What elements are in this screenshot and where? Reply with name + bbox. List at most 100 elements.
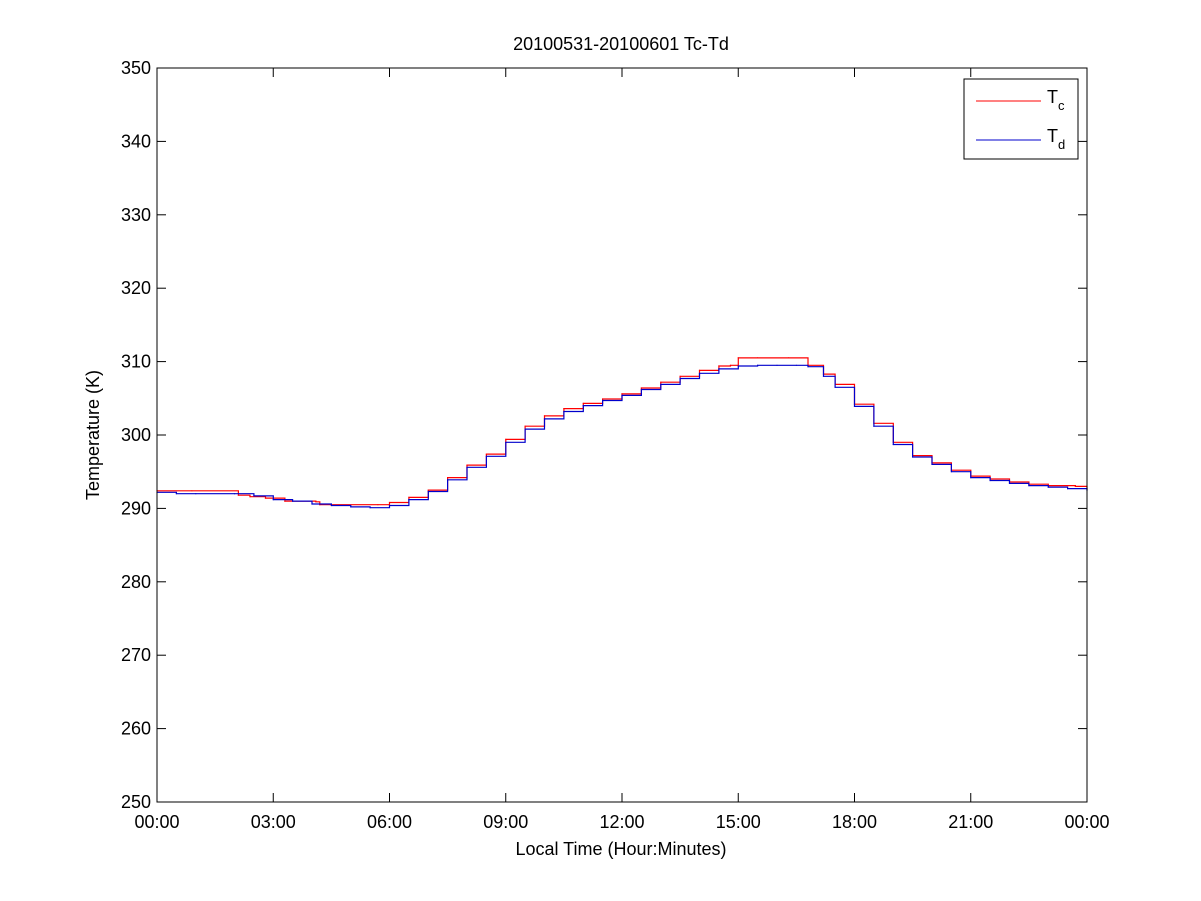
data-point-td (175, 493, 177, 495)
legend-label-tc: Tc (1047, 87, 1065, 113)
series-layer (156, 357, 1088, 509)
data-point-tc (602, 398, 604, 400)
y-axis-ticks: 250 260 270 280 290 300 310 320 330 340 350 (121, 58, 1087, 812)
data-point-tc (621, 393, 623, 395)
x-tick-label: 15:00 (716, 812, 761, 832)
data-point-td (718, 368, 720, 370)
x-tick-label: 06:00 (367, 812, 412, 832)
data-point-td (272, 499, 274, 501)
y-tick-label: 300 (121, 425, 151, 445)
data-point-td (1028, 485, 1030, 487)
data-point-tc (729, 364, 732, 366)
data-point-td (524, 428, 526, 430)
data-point-tc (737, 357, 739, 359)
y-tick-label: 280 (121, 572, 151, 592)
x-tick-label: 00:00 (1064, 812, 1109, 832)
data-point-td (660, 383, 662, 385)
data-point-td (795, 364, 798, 366)
data-point-td (543, 418, 546, 420)
data-point-tc (377, 504, 379, 506)
data-point-td (330, 504, 332, 507)
legend: Tc Td (963, 78, 1079, 160)
data-point-td (311, 503, 313, 505)
data-point-td (737, 365, 739, 367)
legend-label-tc-main: T (1047, 87, 1058, 107)
data-point-td (822, 375, 825, 377)
data-point-td (698, 372, 701, 374)
data-point-td (485, 455, 487, 457)
data-point-td (892, 443, 894, 446)
data-point-td (350, 506, 352, 508)
y-tick-label: 330 (121, 205, 151, 225)
data-point-tc (315, 501, 317, 503)
data-point-tc (264, 497, 267, 499)
data-point-tc (447, 477, 449, 479)
data-point-td (970, 477, 972, 479)
y-tick-label: 350 (121, 58, 151, 78)
y-tick-label: 310 (121, 352, 151, 372)
data-point-td (873, 425, 875, 427)
legend-label-td-sub: d (1058, 137, 1065, 152)
x-tick-label: 00:00 (134, 812, 179, 832)
data-point-td (853, 405, 856, 407)
data-point-tc (466, 464, 468, 466)
legend-label-td: Td (1047, 126, 1065, 152)
data-point-td (950, 471, 953, 473)
data-point-tc (237, 494, 239, 496)
data-point-td (233, 493, 236, 495)
data-point-td (602, 399, 604, 402)
chart-title: 20100531-20100601 Tc-Td (513, 34, 729, 54)
data-point-tc (427, 489, 429, 491)
y-axis-title: Temperature (K) (83, 370, 103, 500)
data-point-tc (1074, 485, 1076, 487)
data-point-td (679, 377, 681, 380)
data-point-tc (718, 365, 720, 367)
data-point-td (505, 441, 507, 443)
legend-box (963, 78, 1079, 160)
data-point-td (776, 364, 778, 366)
data-point-tc (284, 500, 286, 502)
data-point-tc (757, 357, 759, 359)
data-point-tc (543, 415, 546, 417)
legend-label-td-main: T (1047, 126, 1058, 146)
data-point-td (1067, 488, 1069, 490)
data-point-td (388, 504, 391, 507)
y-tick-label: 250 (121, 792, 151, 812)
data-point-tc (249, 496, 251, 498)
data-point-td (989, 479, 991, 482)
data-point-td (253, 495, 255, 497)
data-point-td (563, 410, 565, 413)
data-point-td (292, 500, 294, 502)
legend-label-tc-sub: c (1058, 98, 1065, 113)
data-point-td (466, 466, 468, 468)
data-point-tc (505, 438, 507, 440)
x-tick-label: 18:00 (832, 812, 877, 832)
y-tick-label: 260 (121, 719, 151, 739)
data-point-tc (485, 453, 487, 455)
data-point-td (369, 507, 371, 509)
data-point-tc (660, 381, 662, 383)
data-point-td (757, 364, 759, 366)
y-tick-label: 290 (121, 498, 151, 518)
data-point-tc (788, 357, 790, 359)
data-point-td (447, 479, 449, 481)
x-axis-ticks: 00:00 03:00 06:00 09:00 12:00 15:00 18:00 21:00… (134, 68, 1110, 832)
y-tick-label: 340 (121, 131, 151, 151)
data-point-tc (640, 387, 643, 389)
data-point-tc (582, 402, 584, 404)
data-point-tc (191, 490, 193, 492)
data-point-tc (524, 425, 526, 427)
data-point-td (640, 388, 643, 391)
data-point-td (912, 456, 914, 458)
data-point-td (1008, 482, 1011, 484)
data-point-tc (679, 375, 681, 377)
data-point-tc (408, 496, 410, 498)
x-axis-title: Local Time (Hour:Minutes) (515, 839, 726, 859)
data-point-td (834, 386, 836, 388)
x-tick-label: 12:00 (599, 812, 644, 832)
plot-area (157, 68, 1087, 802)
data-point-td (408, 499, 410, 501)
data-point-td (1047, 486, 1049, 488)
y-tick-label: 320 (121, 278, 151, 298)
